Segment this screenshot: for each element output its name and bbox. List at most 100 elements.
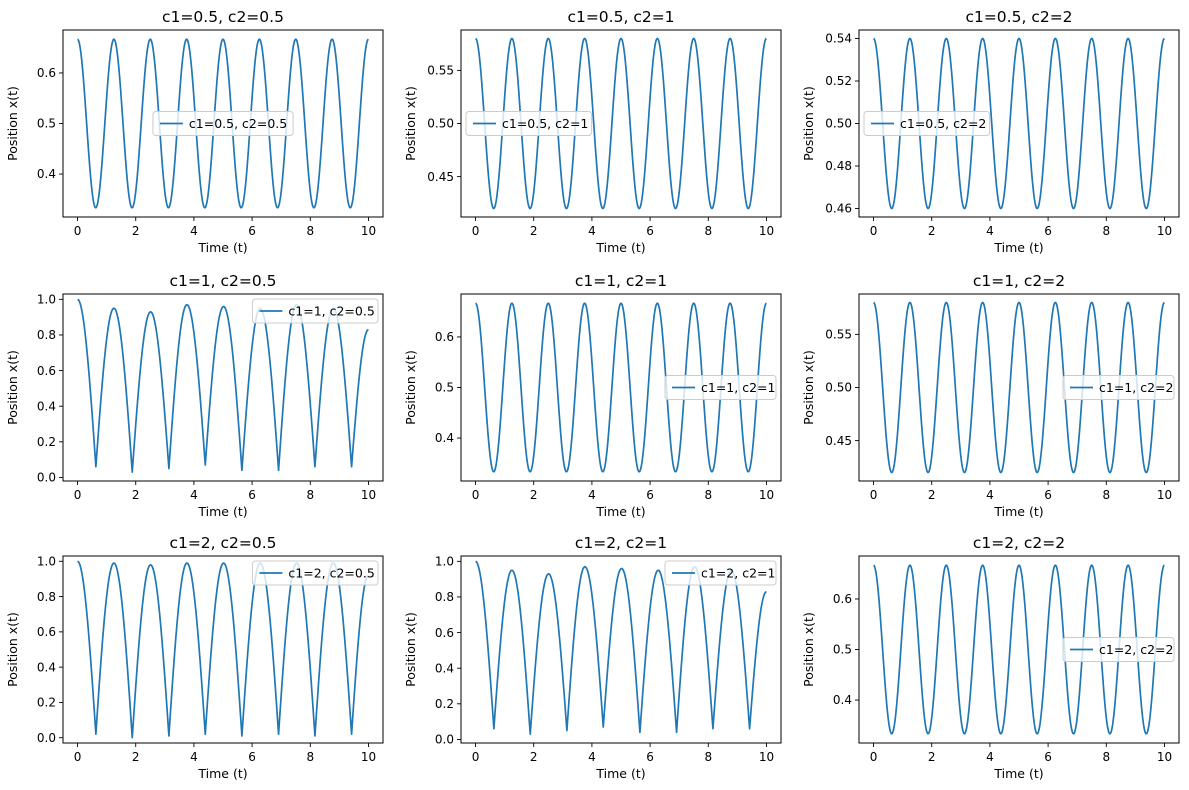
series-line (873, 37, 1165, 210)
legend: c1=2, c2=1 (664, 560, 777, 586)
y-tick-label: 1.0 (37, 293, 56, 307)
y-tick-label: 0.6 (435, 626, 454, 640)
y-tick-label: 0.8 (37, 590, 56, 604)
y-tick-label: 0.55 (427, 64, 454, 78)
x-axis-label: Time (t) (595, 504, 645, 519)
series-line (77, 560, 369, 739)
y-tick-label: 0.4 (37, 660, 56, 674)
legend-box (664, 375, 777, 400)
x-tick-label: 6 (248, 488, 256, 502)
legend: c1=1, c2=1 (664, 375, 777, 400)
subplot-title: c1=1, c2=2 (973, 272, 1065, 290)
x-axis-label: Time (t) (197, 504, 247, 519)
x-tick-label: 10 (1157, 488, 1172, 502)
axes-frame (62, 555, 384, 744)
x-tick-label: 8 (704, 488, 712, 502)
legend-box (664, 560, 777, 586)
series-line (475, 560, 767, 735)
y-tick-label: 0.0 (37, 471, 56, 485)
x-tick-label: 4 (190, 224, 198, 238)
y-axis-label: Position x(t) (403, 86, 418, 161)
x-tick-label: 6 (646, 488, 654, 502)
y-tick-label: 0.6 (37, 625, 56, 639)
legend: c1=1, c2=0.5 (251, 298, 379, 324)
y-tick-label: 0.50 (825, 381, 852, 395)
x-tick-label: 8 (1102, 224, 1110, 238)
y-tick-label: 0.45 (825, 434, 852, 448)
legend-box (465, 111, 593, 136)
legend-box (1062, 375, 1175, 400)
axes-frame (62, 293, 384, 482)
x-tick-label: 6 (1044, 488, 1052, 502)
x-axis-label: Time (t) (197, 766, 247, 781)
subplot-title: c1=0.5, c2=2 (965, 8, 1072, 26)
x-tick-label: 0 (870, 224, 878, 238)
y-tick-label: 0.8 (435, 590, 454, 604)
x-tick-label: 10 (361, 488, 376, 502)
y-tick-label: 0.52 (825, 74, 852, 88)
x-tick-label: 8 (1102, 750, 1110, 764)
x-tick-label: 0 (74, 224, 82, 238)
x-tick-label: 2 (132, 488, 140, 502)
subplot-7: c1=2, c2=0.5 0 2 4 6 8 10 0.0 0.2 0.4 0.6 0.8 1.0 Tim… (5, 534, 384, 781)
y-axis-label: Position x(t) (403, 350, 418, 425)
y-axis-label: Position x(t) (5, 86, 20, 161)
x-tick-label: 4 (190, 750, 198, 764)
x-tick-label: 8 (704, 750, 712, 764)
subplot-8: c1=2, c2=1 0 2 4 6 8 10 0.0 0.2 0.4 0.6 0.8 1.0 Time … (403, 534, 782, 781)
y-tick-label: 0.4 (37, 167, 56, 181)
y-tick-label: 0.50 (427, 117, 454, 131)
legend: c1=0.5, c2=2 (863, 111, 991, 136)
y-tick-label: 1.0 (435, 555, 454, 569)
legend: c1=0.5, c2=0.5 (152, 111, 294, 136)
y-tick-label: 0.48 (825, 159, 852, 173)
legend-label: c1=2, c2=2 (1099, 642, 1173, 657)
y-tick-label: 0.6 (833, 592, 852, 606)
x-tick-label: 0 (472, 750, 480, 764)
legend-box (1062, 637, 1175, 662)
x-axis-label: Time (t) (595, 240, 645, 255)
x-axis-label: Time (t) (595, 766, 645, 781)
legend-label: c1=0.5, c2=2 (900, 116, 986, 131)
x-tick-label: 2 (132, 224, 140, 238)
subplot-title: c1=2, c2=0.5 (169, 534, 276, 552)
x-axis-label: Time (t) (197, 240, 247, 255)
x-tick-label: 6 (248, 750, 256, 764)
x-tick-label: 0 (472, 224, 480, 238)
y-tick-label: 0.50 (825, 117, 852, 131)
x-tick-label: 2 (530, 224, 538, 238)
legend: c1=1, c2=2 (1062, 375, 1175, 400)
x-tick-label: 2 (928, 224, 936, 238)
legend-label: c1=2, c2=0.5 (288, 566, 374, 581)
x-tick-label: 4 (588, 488, 596, 502)
legend-box (251, 298, 379, 324)
y-tick-label: 0.6 (37, 364, 56, 378)
x-tick-label: 10 (361, 750, 376, 764)
y-tick-label: 0.8 (37, 328, 56, 342)
x-tick-label: 4 (588, 750, 596, 764)
y-tick-label: 0.4 (833, 693, 852, 707)
subplot-5: c1=1, c2=1 0 2 4 6 8 10 0.4 0.5 0.6 Time (t) Positi… (403, 272, 782, 519)
x-tick-label: 4 (986, 224, 994, 238)
y-tick-label: 0.54 (825, 32, 852, 46)
x-tick-label: 4 (588, 224, 596, 238)
x-tick-label: 6 (646, 750, 654, 764)
y-axis-label: Position x(t) (801, 86, 816, 161)
x-axis-label: Time (t) (993, 766, 1043, 781)
legend-label: c1=1, c2=2 (1099, 380, 1173, 395)
y-tick-label: 0.4 (37, 399, 56, 413)
y-tick-label: 0.5 (37, 117, 56, 131)
series-line (873, 564, 1165, 735)
subplot-title: c1=0.5, c2=1 (567, 8, 674, 26)
y-tick-label: 0.2 (435, 697, 454, 711)
y-tick-label: 0.2 (37, 435, 56, 449)
subplot-1: c1=0.5, c2=0.5 0 2 4 6 8 10 0.4 0.5 0.6 Time (t) Po… (5, 8, 384, 255)
x-tick-label: 8 (306, 750, 314, 764)
x-axis-label: Time (t) (993, 240, 1043, 255)
y-tick-label: 0.0 (37, 731, 56, 745)
y-axis-label: Position x(t) (403, 612, 418, 687)
legend-box (863, 111, 991, 136)
y-axis-label: Position x(t) (801, 350, 816, 425)
legend-box (152, 111, 294, 136)
